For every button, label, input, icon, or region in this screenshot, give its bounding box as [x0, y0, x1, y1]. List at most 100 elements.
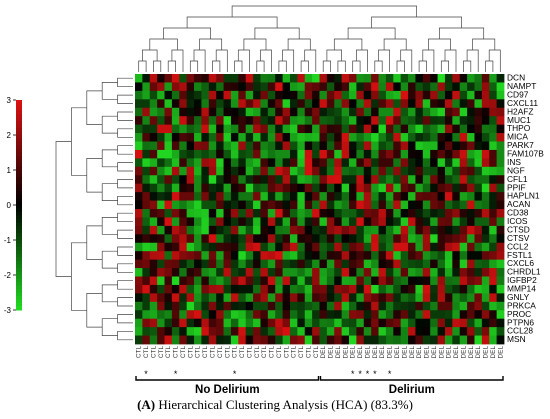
heatmap-cell — [149, 133, 158, 142]
heatmap-cell — [238, 116, 247, 126]
heatmap-cell — [157, 301, 165, 311]
heatmap-cell — [267, 107, 276, 117]
heatmap-cell — [326, 200, 335, 210]
heatmap-cell — [444, 225, 453, 235]
dendrogram-branch — [167, 60, 176, 72]
heatmap-cell — [326, 107, 335, 117]
heatmap-cell — [452, 82, 461, 92]
heatmap-cell — [467, 318, 475, 328]
heatmap-cell — [304, 225, 313, 235]
color-scale-segment — [16, 135, 22, 139]
heatmap-cell — [341, 116, 350, 126]
color-scale-segment — [16, 100, 22, 104]
heatmap-cell — [459, 133, 468, 142]
heatmap-cell — [422, 225, 431, 235]
heatmap-cell — [253, 141, 261, 151]
heatmap-cell — [430, 209, 438, 218]
heatmap-cell — [415, 124, 424, 134]
heatmap-cell — [474, 209, 483, 218]
heatmap-cell — [245, 318, 254, 328]
heatmap-cell — [444, 284, 453, 294]
heatmap-cell — [171, 242, 180, 252]
heatmap-cell — [312, 327, 320, 336]
heatmap-cell — [496, 158, 505, 168]
heatmap-cell — [496, 318, 505, 328]
heatmap-cell — [304, 251, 313, 261]
color-scale-segment — [16, 163, 22, 167]
heatmap-cell — [260, 175, 269, 185]
heatmap-cell — [341, 251, 350, 261]
heatmap-cell — [356, 293, 365, 303]
heatmap-cell — [223, 149, 232, 159]
dendrogram-branch — [117, 280, 133, 290]
heatmap-cell — [164, 133, 173, 142]
heatmap-cell — [459, 149, 468, 159]
heatmap-cell — [304, 175, 313, 185]
heatmap-cell — [393, 141, 402, 151]
heatmap-cell — [216, 175, 224, 185]
heatmap-cell — [149, 74, 158, 83]
heatmap-cell — [459, 242, 468, 252]
heatmap-cell — [430, 99, 438, 109]
heatmap-cell — [393, 200, 402, 210]
heatmap-cell — [164, 149, 173, 159]
heatmap-cell — [496, 141, 505, 151]
heatmap-cell — [385, 209, 394, 218]
heatmap-cell — [171, 225, 180, 235]
column-dendrogram — [138, 5, 501, 72]
heatmap-cell — [319, 166, 328, 176]
heatmap-cell — [422, 175, 431, 185]
heatmap-cell — [149, 99, 158, 109]
heatmap-cell — [179, 209, 188, 218]
heatmap-cell — [437, 200, 446, 210]
heatmap-cell — [408, 234, 416, 244]
heatmap-cell — [216, 318, 224, 328]
heatmap-cell — [474, 183, 483, 193]
heatmap-cell — [349, 124, 357, 134]
heatmap-cell — [363, 133, 372, 142]
heatmap-cell — [496, 133, 505, 142]
heatmap-cell — [341, 74, 350, 83]
heatmap-cell — [467, 90, 475, 100]
dendrogram-branch — [101, 250, 118, 269]
heatmap-cell — [194, 217, 202, 227]
heatmap-cell — [260, 183, 269, 193]
heatmap-cell — [408, 284, 416, 294]
heatmap-cell — [334, 158, 343, 168]
heatmap-cell — [481, 158, 490, 168]
color-scale-segment — [16, 131, 22, 136]
heatmap-cell — [194, 99, 202, 109]
heatmap-cell — [312, 293, 320, 303]
heatmap-cell — [216, 251, 224, 261]
heatmap-cell — [289, 327, 298, 336]
heatmap-cell — [157, 225, 165, 235]
heatmap-cell — [223, 90, 232, 100]
heatmap-cell — [356, 318, 365, 328]
heatmap-cell — [297, 234, 306, 244]
heatmap-cell — [312, 242, 320, 252]
heatmap-cell — [408, 301, 416, 311]
heatmap-cell — [260, 301, 269, 311]
heatmap-cell — [356, 310, 365, 320]
dendrogram-branch — [117, 162, 133, 172]
heatmap-cell — [422, 310, 431, 320]
heatmap-cell — [149, 175, 158, 185]
heatmap-cell — [142, 124, 151, 134]
heatmap-cell — [289, 158, 298, 168]
heatmap-cell — [164, 124, 173, 134]
heatmap-cell — [437, 166, 446, 176]
heatmap-cell — [260, 209, 269, 218]
heatmap-cell — [415, 259, 424, 269]
heatmap-cell — [201, 124, 210, 134]
heatmap-cell — [201, 259, 210, 269]
heatmap-cell — [496, 335, 505, 345]
heatmap-cell — [253, 133, 261, 142]
heatmap-cell — [430, 116, 438, 126]
heatmap-cell — [356, 200, 365, 210]
heatmap-cell — [275, 217, 283, 227]
heatmap-cell — [385, 259, 394, 269]
heatmap-cell — [371, 301, 379, 311]
heatmap-cell — [334, 293, 343, 303]
heatmap-cell — [452, 74, 461, 83]
heatmap-cell — [356, 242, 365, 252]
